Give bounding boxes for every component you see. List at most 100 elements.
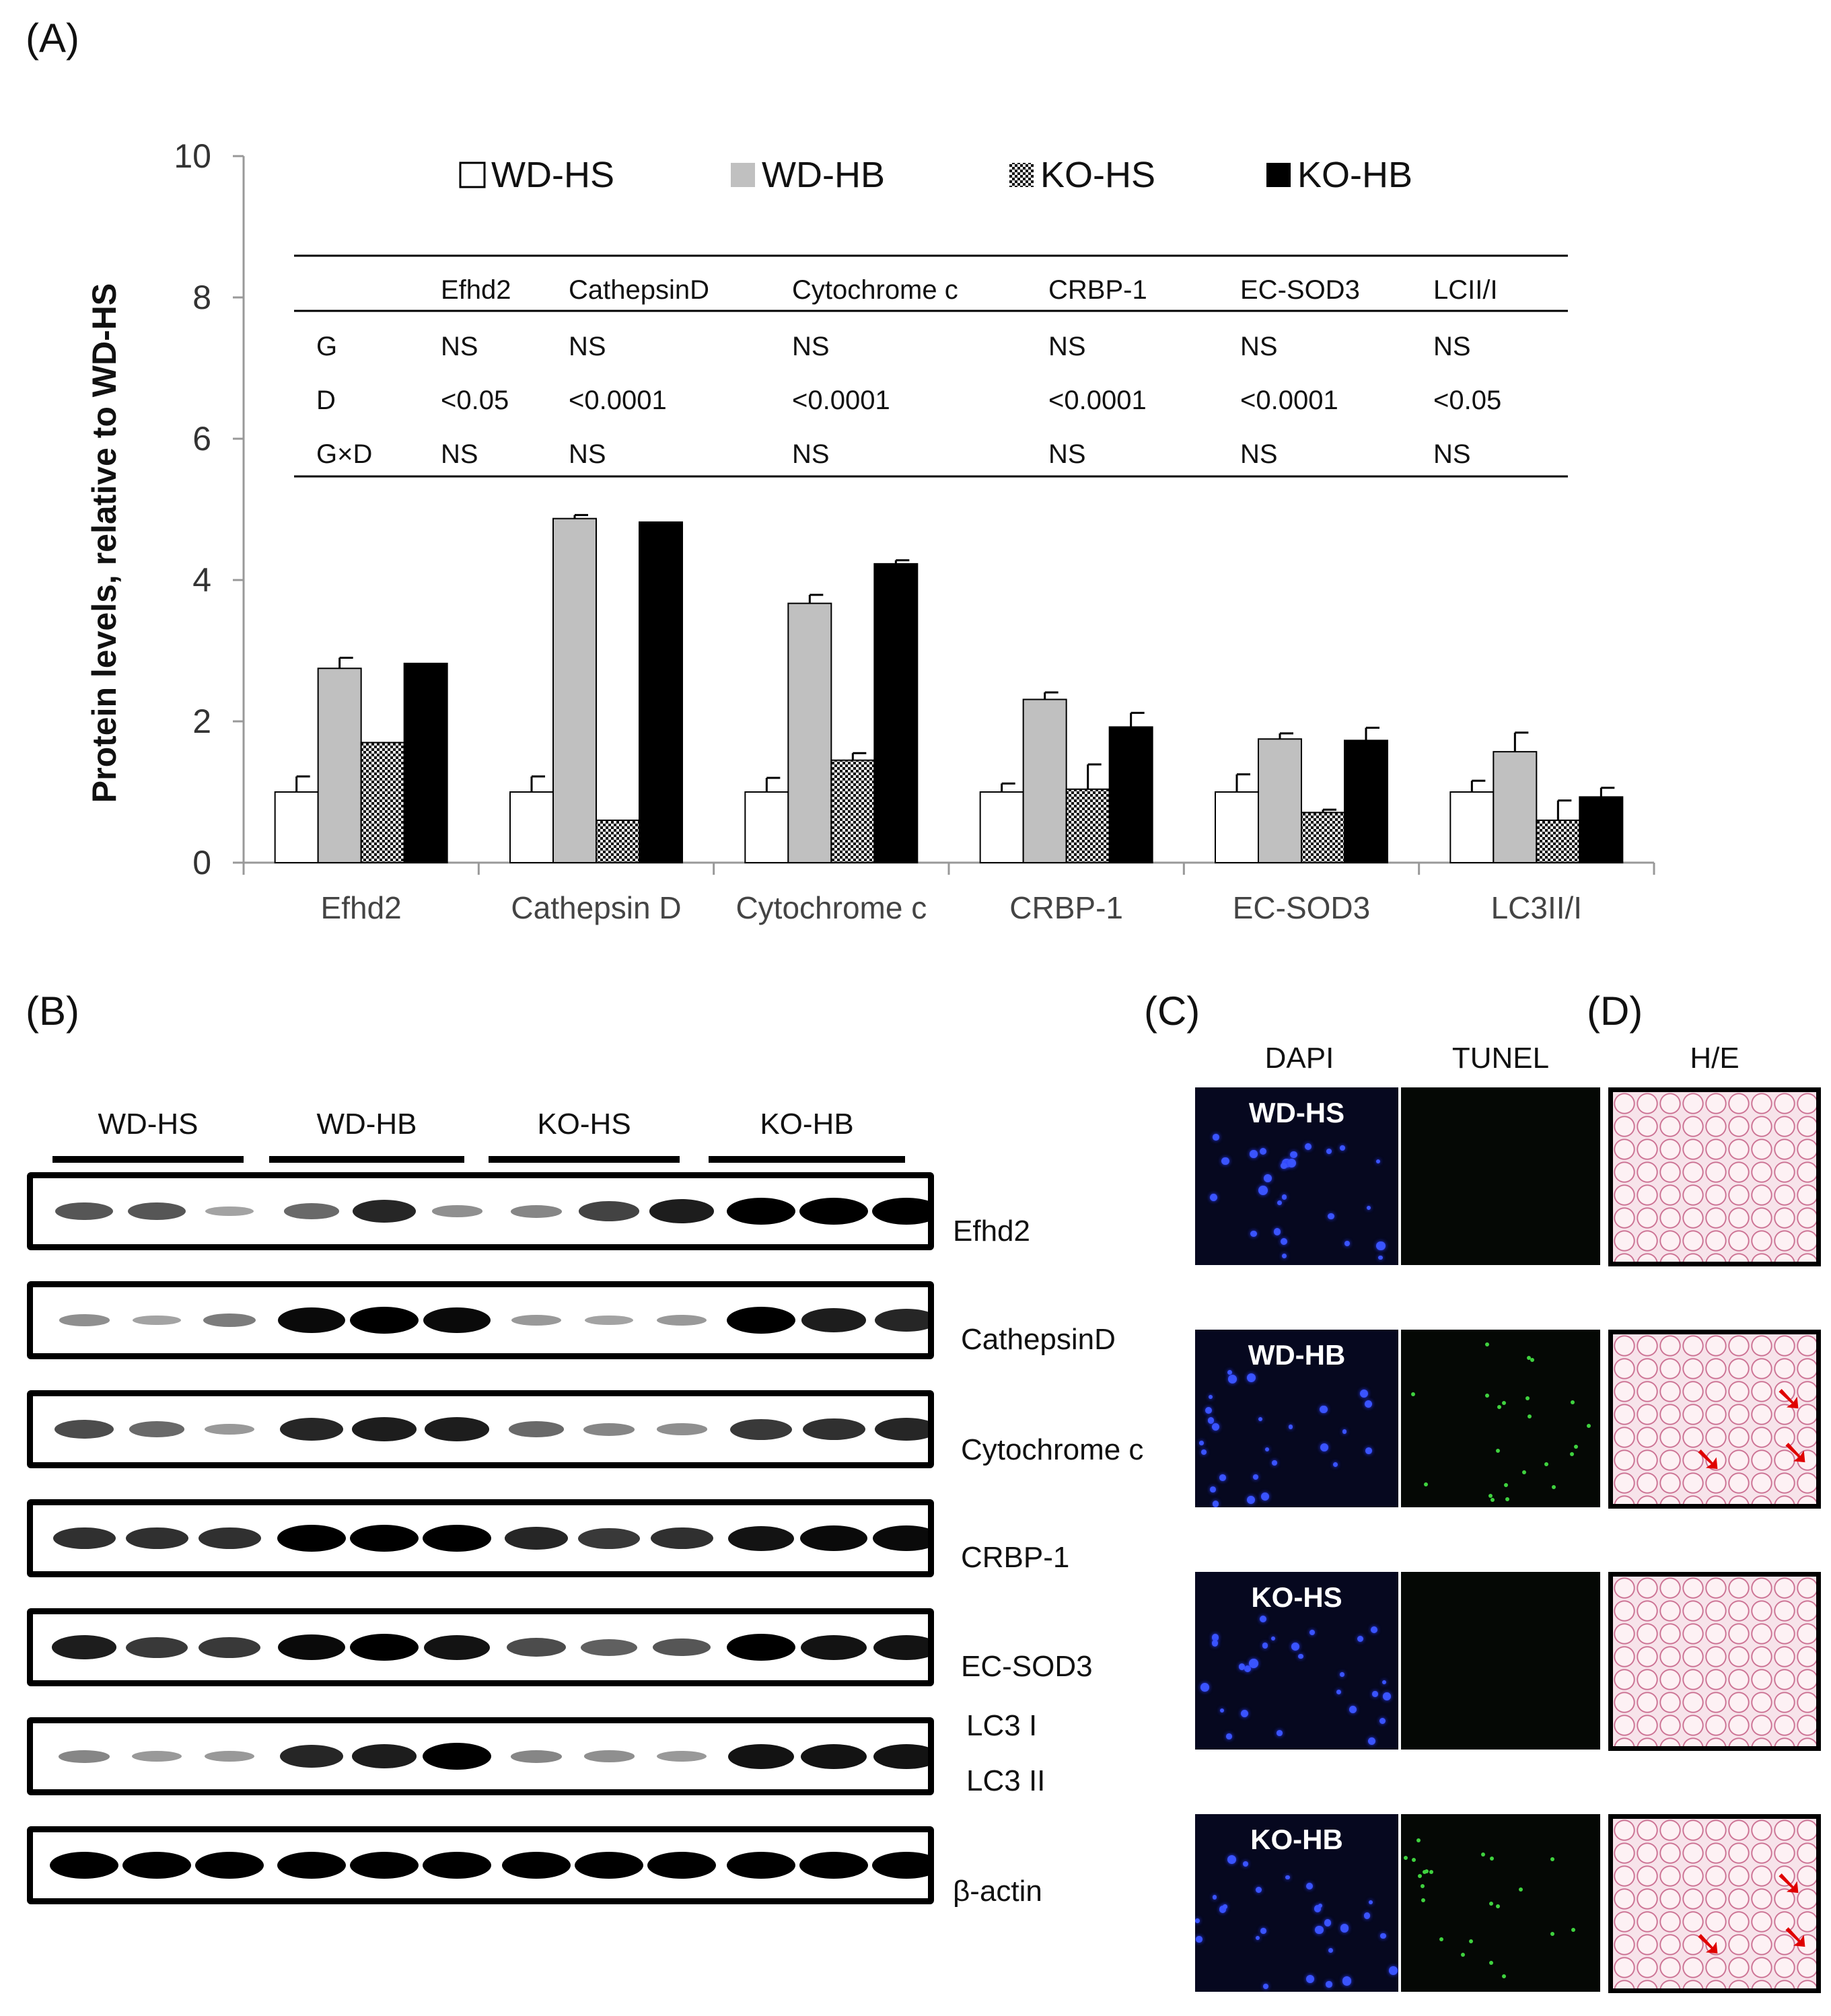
dapi-row-label: KO-HS (1251, 1581, 1342, 1613)
blot-band (583, 1750, 635, 1762)
nucleus-dot (1246, 1373, 1256, 1382)
blot-band (423, 1525, 491, 1552)
red-arrow-icon: ➘ (1694, 1440, 1723, 1479)
nucleus-dot (1260, 1928, 1266, 1934)
nucleus-dot (1211, 1640, 1219, 1647)
blot-strip (27, 1826, 934, 1904)
blot-strip (27, 1499, 934, 1577)
blot-band (647, 1852, 716, 1879)
nucleus-dot (1306, 1975, 1315, 1984)
blot-band (198, 1527, 261, 1550)
nucleus-dot (1326, 1148, 1332, 1154)
tunel-signal-dot (1423, 1869, 1427, 1874)
nucleus-dot (1380, 1933, 1386, 1939)
blot-band (133, 1315, 181, 1326)
tunel-signal-dot (1518, 1887, 1523, 1892)
blot-band (510, 1750, 563, 1763)
table-cell: <0.05 (1433, 386, 1501, 415)
blot-strip (27, 1608, 934, 1686)
tunel-signal-dot (1488, 1961, 1493, 1966)
nucleus-dot (1285, 1875, 1290, 1880)
table-row-label: G×D (316, 439, 372, 469)
table-cell: NS (1048, 332, 1086, 361)
red-arrow-icon: ➘ (1774, 1864, 1804, 1903)
nucleus-dot (1344, 1241, 1351, 1247)
blot-band (128, 1202, 186, 1221)
nucleus-dot (1240, 1710, 1248, 1718)
table-cell: <0.0001 (569, 386, 667, 415)
tunel-signal-dot (1528, 1414, 1532, 1418)
legend-label: WD-HS (491, 155, 614, 195)
tunel-signal-dot (1504, 1483, 1509, 1488)
he-image (1608, 1572, 1821, 1751)
nucleus-dot (1226, 1733, 1232, 1739)
blot-band (195, 1852, 264, 1879)
nucleus-dot (1250, 1150, 1258, 1158)
he-image: ➘ ➘ ➘ (1608, 1814, 1821, 1993)
nucleus-dot (1263, 1174, 1272, 1182)
blot-band (511, 1315, 561, 1326)
blot-band (504, 1527, 569, 1550)
x-tick-label: LC3II/I (1491, 890, 1583, 925)
blot-band (351, 1417, 417, 1441)
blot-band (122, 1852, 191, 1879)
nucleus-dot (1272, 1460, 1277, 1466)
nucleus-dot (1290, 1151, 1297, 1158)
nucleus-dot (1277, 1200, 1283, 1206)
nucleus-dot (1259, 1616, 1266, 1623)
dapi-image: KO-HB (1195, 1814, 1398, 1992)
nucleus-dot (1375, 1241, 1386, 1251)
bar-wd-hs (274, 791, 319, 863)
nucleus-dot (1255, 1886, 1262, 1894)
legend-label: WD-HB (762, 155, 885, 195)
blot-band (350, 1852, 419, 1879)
tunel-signal-dot (1527, 1355, 1532, 1360)
tunel-signal-dot (1505, 1497, 1509, 1502)
tunel-signal-dot (1497, 1404, 1501, 1409)
blot-group-bar (52, 1156, 244, 1163)
nucleus-dot (1221, 1157, 1229, 1165)
dapi-row-label: WD-HS (1248, 1097, 1345, 1128)
tunel-signal-dot (1525, 1396, 1530, 1400)
nucleus-dot (1336, 1690, 1341, 1695)
nucleus-dot (1365, 1447, 1372, 1454)
nucleus-dot (1318, 1903, 1323, 1908)
nucleus-dot (1212, 1894, 1217, 1900)
nucleus-dot (1328, 1947, 1333, 1953)
blot-band (872, 1198, 928, 1225)
nucleus-dot (1219, 1906, 1227, 1914)
nucleus-dot (1371, 1626, 1378, 1633)
blot-band (59, 1314, 110, 1326)
nucleus-dot (1382, 1680, 1387, 1684)
bar-ko-hs (830, 759, 875, 863)
blot-band (507, 1638, 566, 1657)
nucleus-dot (1342, 1429, 1347, 1434)
tunel-signal-dot (1501, 1974, 1506, 1978)
tunel-signal-dot (1421, 1898, 1426, 1903)
nucleus-dot (1281, 1194, 1287, 1200)
nucleus-dot (1288, 1425, 1293, 1430)
nucleus-dot (1304, 1143, 1312, 1150)
blot-band (653, 1638, 711, 1657)
blot-band (279, 1418, 344, 1441)
dapi-image: WD-HB (1195, 1330, 1398, 1507)
y-tick-label: 8 (192, 279, 211, 316)
nucleus-dot (1223, 1904, 1227, 1909)
tunel-signal-dot (1571, 1928, 1575, 1933)
blot-band (873, 1743, 928, 1769)
nucleus-dot (1270, 1636, 1276, 1641)
panel-label-c: (C) (1144, 988, 1200, 1034)
header-tunel: TUNEL (1451, 1042, 1550, 1075)
nucleus-dot (1227, 1370, 1232, 1375)
tunel-signal-dot (1410, 1392, 1415, 1396)
table-header-cell: LCII/I (1433, 275, 1498, 305)
tunel-signal-dot (1424, 1482, 1429, 1486)
nucleus-dot (1210, 1193, 1218, 1201)
bar-ko-hs (360, 742, 405, 863)
nucleus-dot (1227, 1375, 1237, 1383)
blot-band (874, 1309, 928, 1332)
table-cell: NS (441, 332, 478, 361)
nucleus-dot (1389, 1966, 1398, 1975)
blot-band (502, 1852, 571, 1879)
tunel-signal-dot (1569, 1451, 1574, 1456)
